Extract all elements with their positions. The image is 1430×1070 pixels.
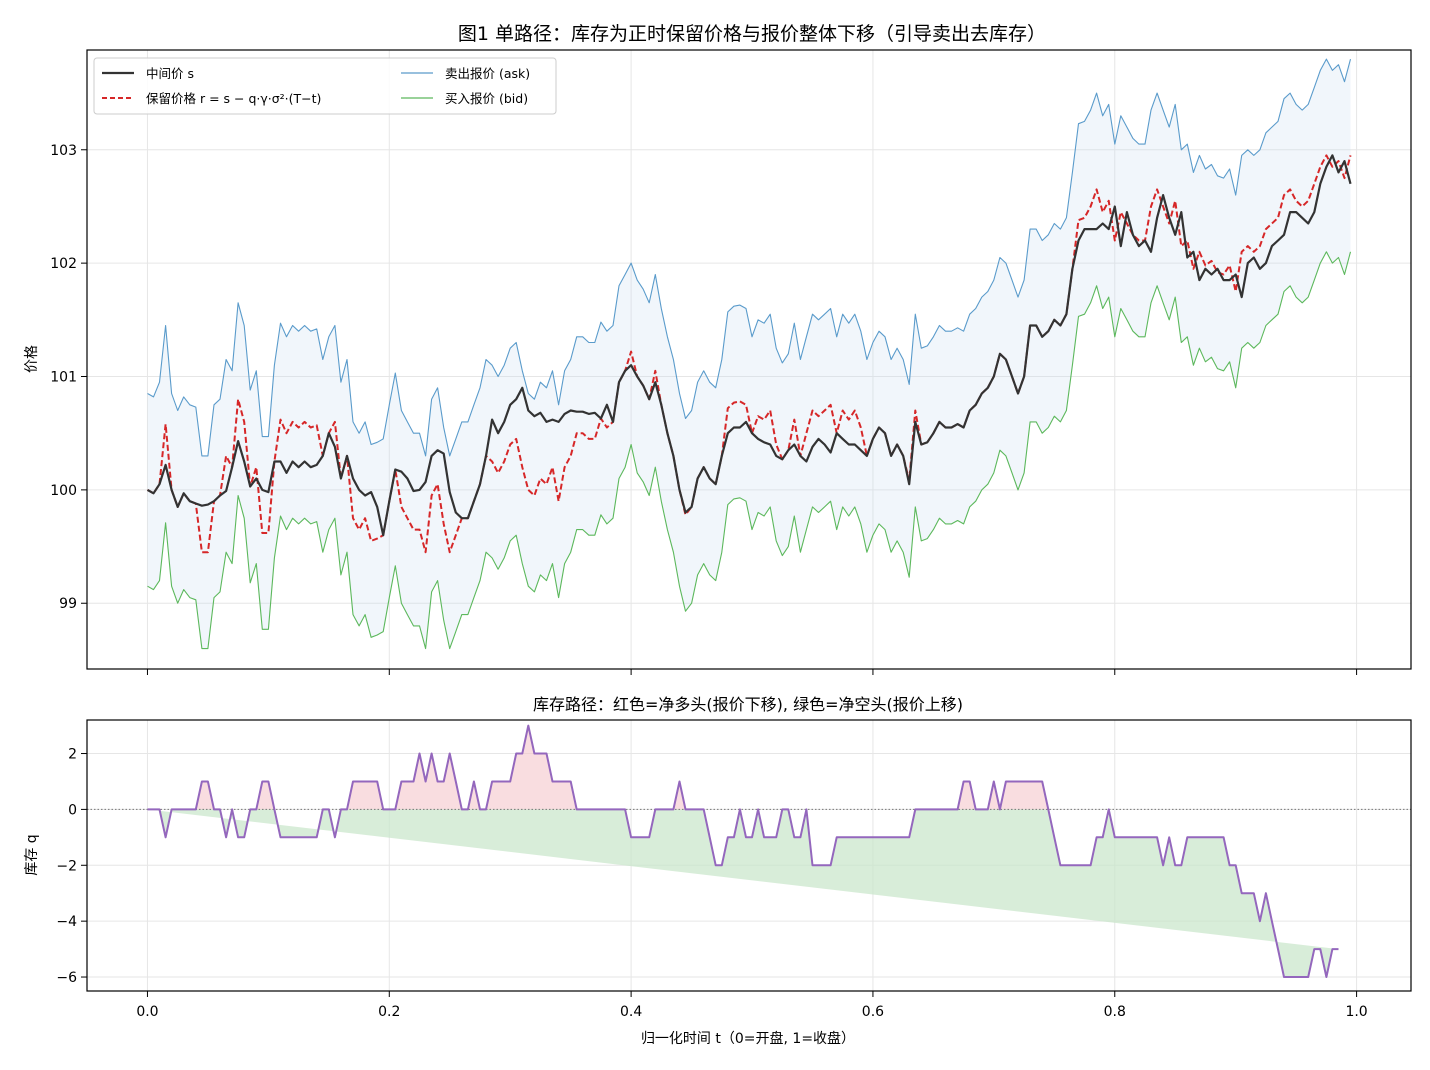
bid-quote-line [147, 251, 1352, 650]
reservation-price-line [147, 154, 1352, 554]
inventory-ytick-label: 0 [68, 802, 77, 818]
inventory-fill-group [147, 725, 1339, 977]
net-long-fill [147, 725, 1339, 810]
net-short-fill [147, 809, 1339, 977]
inventory-xtick-label: 0.6 [862, 1004, 884, 1020]
legend-label-reservation: 保留价格 r = s − q·γ·σ²·(T−t) [146, 91, 321, 106]
inventory-panel-ticks: 0.0 0.2 0.4 0.6 0.8 1.0 2 0 −2 −4 −6 [56, 747, 1367, 1020]
inventory-ytick-label: −4 [56, 914, 77, 930]
price-ytick-label: 100 [50, 483, 77, 499]
legend-label-bid: 买入报价 (bid) [445, 91, 528, 106]
inventory-panel-title: 库存路径：红色=净多头(报价下移), 绿色=净空头(报价上移) [533, 695, 963, 714]
price-panel-title: 图1 单路径：库存为正时保留价格与报价整体下移（引导卖出去库存） [458, 23, 1046, 45]
price-ytick-label: 101 [50, 370, 77, 386]
price-ytick-label: 99 [59, 596, 77, 612]
inventory-xtick-label: 1.0 [1345, 1004, 1367, 1020]
time-axis-label: 归一化时间 t（0=开盘, 1=收盘） [641, 1030, 855, 1047]
mid-price-line [146, 154, 1352, 537]
inventory-xtick-label: 0.4 [620, 1004, 642, 1020]
price-legend: 中间价 s 保留价格 r = s − q·γ·σ²·(T−t) 卖出报价 (as… [93, 57, 557, 115]
ask-quote-line [147, 58, 1352, 457]
legend-label-mid: 中间价 s [146, 66, 194, 81]
inventory-ytick-label: 2 [68, 747, 77, 763]
price-panel-grid [87, 50, 1411, 669]
inventory-line [147, 724, 1339, 978]
price-ytick-label: 102 [50, 256, 77, 272]
inventory-ytick-label: −6 [56, 970, 77, 986]
price-panel-frame [86, 49, 1412, 670]
inventory-ytick-label: −2 [56, 858, 77, 874]
inventory-xtick-label: 0.8 [1104, 1004, 1126, 1020]
price-series-group [146, 58, 1352, 650]
ask-bid-band [147, 59, 1351, 649]
legend-box [93, 57, 557, 115]
price-panel-ticks: 99 100 101 102 103 [50, 143, 1358, 675]
price-ytick-label: 103 [50, 143, 77, 159]
inventory-xtick-label: 0.0 [136, 1004, 158, 1020]
price-panel-ylabel: 价格 [24, 345, 40, 373]
quote-band [147, 59, 1351, 649]
inventory-panel-frame [86, 719, 1412, 992]
inventory-series-group [87, 724, 1411, 978]
inventory-xtick-label: 0.2 [378, 1004, 400, 1020]
inventory-panel-ylabel: 库存 q [24, 834, 40, 875]
legend-label-ask: 卖出报价 (ask) [445, 66, 530, 81]
